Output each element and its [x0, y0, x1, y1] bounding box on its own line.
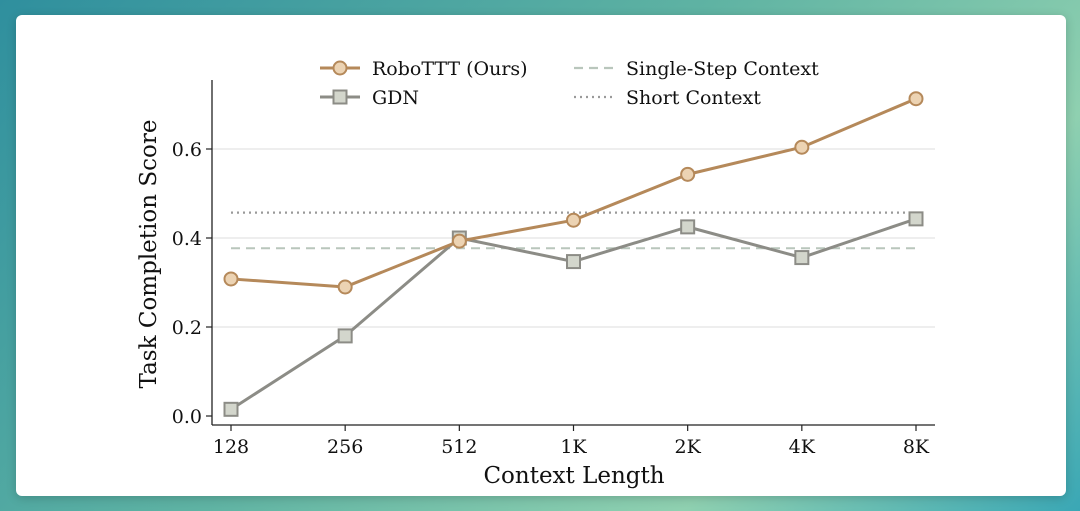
tick-labels: 0.0 0.2 0.4 0.6 128 256 512 1K 2K 4K 8K [172, 139, 930, 458]
legend-single-step-context-label: Single-Step Context [626, 58, 819, 80]
gdn-point [794, 250, 810, 266]
gdn-point [680, 219, 696, 235]
y-tick-label: 0.2 [172, 317, 202, 339]
x-tick-label: 256 [327, 436, 363, 458]
reference-lines [231, 211, 916, 250]
gdn-point [337, 328, 353, 344]
robottt-point [337, 279, 353, 295]
x-tick-label: 128 [213, 436, 249, 458]
robottt-point [566, 212, 581, 228]
robottt-point [223, 271, 239, 287]
legend: RoboTTT (Ours) GDN Single-Step Context Shor… [320, 58, 819, 109]
robottt-point [680, 166, 696, 182]
robottt-point [908, 91, 924, 107]
gdn-point [223, 401, 239, 417]
gdn-series-line [230, 217, 917, 411]
axes [206, 80, 935, 431]
gdn-point [908, 211, 924, 227]
x-tick-label: 1K [560, 436, 587, 458]
x-tick-label: 4K [789, 436, 816, 458]
legend-gdn-marker [332, 89, 348, 105]
y-tick-label: 0.6 [172, 139, 202, 161]
y-axis-label: Task Completion Score [136, 120, 162, 389]
y-tick-label: 0.0 [172, 406, 202, 428]
x-axis-label: Context Length [483, 463, 664, 489]
legend-short-context-label: Short Context [626, 87, 761, 109]
legend-robottt-marker [332, 60, 348, 76]
legend-gdn-label: GDN [372, 87, 419, 109]
x-tick-label: 2K [675, 436, 702, 458]
x-tick-label: 512 [441, 436, 477, 458]
robottt-point [451, 233, 467, 249]
series-group [223, 91, 924, 417]
grid-lines [212, 148, 935, 328]
robottt-point [794, 139, 810, 155]
gdn-point [566, 254, 581, 270]
legend-robottt-label: RoboTTT (Ours) [372, 58, 528, 80]
x-tick-label: 8K [903, 436, 930, 458]
y-tick-label: 0.4 [172, 228, 202, 250]
